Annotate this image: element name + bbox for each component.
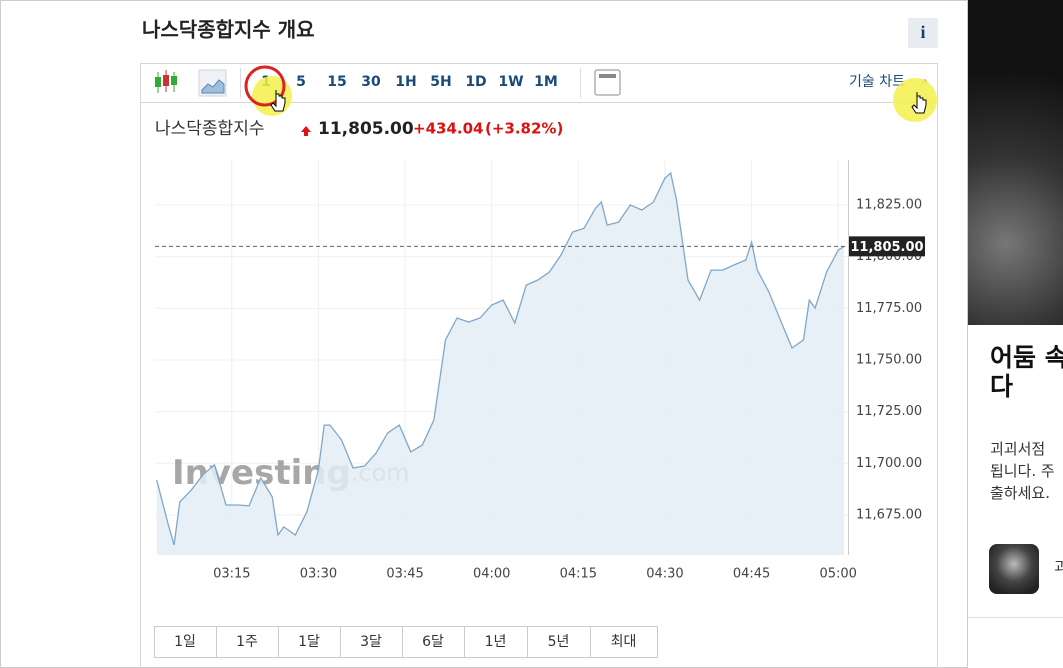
interval-button[interactable]: 5 bbox=[296, 74, 306, 90]
info-icon[interactable]: i bbox=[920, 22, 925, 42]
x-tick-label: 04:45 bbox=[733, 567, 770, 582]
click-marker bbox=[244, 65, 286, 107]
up-arrow bbox=[301, 126, 311, 136]
line-icon-glyph bbox=[201, 79, 225, 94]
range-button[interactable] bbox=[464, 626, 528, 658]
table-icon[interactable] bbox=[594, 69, 621, 96]
range-label[interactable]: 3달 bbox=[360, 634, 382, 650]
range-button[interactable] bbox=[590, 626, 658, 658]
divider bbox=[968, 617, 1063, 618]
x-tick-label: 03:45 bbox=[386, 567, 423, 582]
y-tick-label: 11,775.00 bbox=[856, 301, 922, 316]
tech-chart-link[interactable]: 기술 차트 bbox=[849, 74, 905, 90]
main-panel: 나스닥종합지수 개요 i 1515301H5H1D1W1M 기술 차트 » 나스… bbox=[0, 0, 968, 668]
interval-button[interactable]: 1W bbox=[498, 74, 523, 90]
range-label[interactable]: 1일 bbox=[174, 634, 196, 650]
info-button[interactable] bbox=[908, 18, 938, 48]
y-tick-label: 11,700.00 bbox=[856, 456, 922, 471]
cursor bbox=[270, 90, 286, 112]
range-label[interactable]: 최대 bbox=[611, 634, 637, 650]
range-label[interactable]: 1달 bbox=[298, 634, 320, 650]
line bbox=[156, 171, 845, 546]
interval-button[interactable]: 15 bbox=[327, 74, 346, 90]
price-tag bbox=[849, 236, 925, 257]
price-tag-label: 11,805.00 bbox=[850, 240, 923, 255]
range-label[interactable]: 5년 bbox=[548, 634, 570, 650]
x-tick-label: 03:15 bbox=[213, 567, 250, 582]
interval-button[interactable]: 1H bbox=[395, 74, 416, 90]
sidebar-image bbox=[968, 0, 1063, 325]
click-highlight bbox=[252, 76, 292, 116]
cursor bbox=[911, 92, 927, 114]
range-button[interactable] bbox=[278, 626, 341, 658]
click-highlight bbox=[893, 78, 937, 122]
interval-button[interactable]: 1M bbox=[534, 74, 558, 90]
x-tick-label: 04:15 bbox=[560, 567, 597, 582]
interval-button[interactable]: 30 bbox=[361, 74, 381, 90]
x-tick-label: 03:30 bbox=[300, 567, 337, 582]
y-tick-label: 11,725.00 bbox=[856, 404, 922, 419]
quote-price: 11,805.00 bbox=[318, 119, 414, 139]
range-label[interactable]: 1주 bbox=[236, 634, 258, 650]
y-tick-label: 11,675.00 bbox=[856, 507, 922, 522]
table-icon-bar bbox=[599, 74, 616, 78]
author[interactable]: 괴 bbox=[1054, 558, 1063, 576]
chart-box bbox=[140, 63, 938, 668]
range-button[interactable] bbox=[154, 626, 217, 658]
x-tick-label: 04:00 bbox=[473, 567, 510, 582]
body-line: 괴괴서점 bbox=[990, 440, 1046, 458]
candle-icon[interactable] bbox=[155, 70, 177, 93]
title-line[interactable]: 어둠 속 bbox=[990, 343, 1063, 372]
y-tick-label: 11,750.00 bbox=[856, 352, 922, 367]
interval-button[interactable]: 5H bbox=[430, 74, 451, 90]
avatar[interactable] bbox=[989, 544, 1039, 594]
title: 나스닥종합지수 개요 bbox=[142, 18, 315, 42]
x-tick-label: 05:00 bbox=[819, 567, 856, 582]
quote-change-pct: (+3.82%) bbox=[485, 120, 563, 138]
y-tick-label: 11,825.00 bbox=[856, 198, 922, 213]
title-line[interactable]: 다 bbox=[990, 372, 1014, 401]
range-label[interactable]: 6달 bbox=[422, 634, 444, 650]
quote-name: 나스닥종합지수 bbox=[155, 119, 264, 139]
body-line: 됩니다. 주 bbox=[990, 462, 1055, 480]
area bbox=[156, 173, 844, 555]
quote-change: +434.04 bbox=[413, 120, 483, 138]
range-button[interactable] bbox=[340, 626, 403, 658]
body-line: 출하세요. bbox=[990, 484, 1050, 502]
interval-button[interactable]: 1D bbox=[465, 74, 486, 90]
range-label[interactable]: 1년 bbox=[485, 634, 507, 650]
range-button[interactable] bbox=[527, 626, 591, 658]
x-tick-label: 04:30 bbox=[646, 567, 683, 582]
